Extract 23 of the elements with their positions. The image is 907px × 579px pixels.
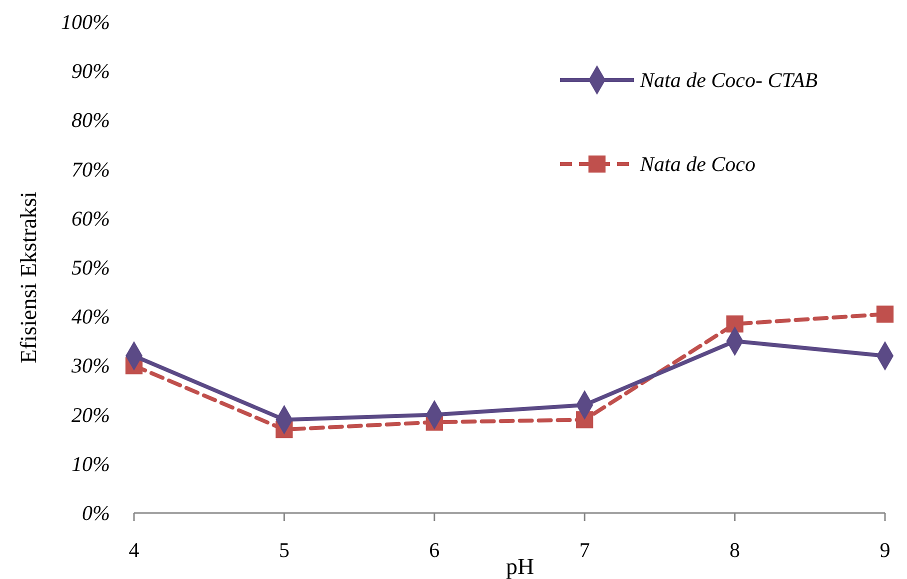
y-tick-label: 60% — [72, 206, 110, 230]
y-tick-label: 100% — [61, 10, 110, 34]
x-tick-label: 4 — [128, 538, 140, 562]
y-tick-label: 80% — [72, 108, 110, 132]
point — [876, 306, 894, 323]
x-tick-label: 9 — [880, 538, 890, 562]
x-axis-title: pH — [506, 554, 534, 579]
y-tick-label: 50% — [72, 256, 110, 280]
y-tick-label: 70% — [72, 157, 110, 182]
y-tick-label: 30% — [70, 354, 110, 378]
x-tick-label: 7 — [579, 538, 590, 562]
point — [726, 315, 744, 333]
y-tick-label: 90% — [72, 59, 110, 84]
y-tick-label: 0% — [82, 501, 110, 525]
legend-label: Nata de Coco — [639, 152, 756, 176]
y-tick-label: 40% — [72, 304, 110, 329]
y-tick-label: 10% — [72, 452, 110, 476]
x-tick-label: 5 — [278, 538, 290, 562]
x-tick-label: 6 — [429, 538, 440, 562]
y-axis-title: Efisiensi Ekstraksi — [16, 192, 41, 364]
legend-label: Nata de Coco- CTAB — [639, 68, 818, 92]
y-tick-label: 20% — [72, 402, 110, 427]
x-tick-label: 8 — [730, 538, 740, 562]
